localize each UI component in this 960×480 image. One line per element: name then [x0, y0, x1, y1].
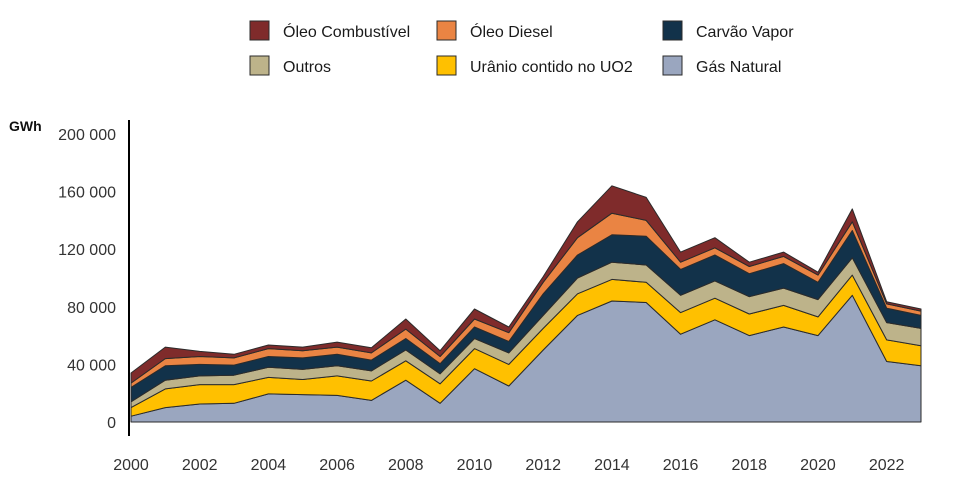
x-tick-label: 2020	[800, 457, 836, 474]
y-tick-label: 80 000	[67, 300, 116, 317]
y-tick-label: 40 000	[67, 357, 116, 374]
legend-swatch	[436, 55, 457, 76]
legend-label: Óleo Combustível	[283, 22, 410, 41]
legend-swatch	[436, 20, 457, 41]
legend-item-oleo-diesel: Óleo Diesel	[436, 20, 553, 41]
x-tick-label: 2008	[388, 457, 424, 474]
y-tick-label: 120 000	[58, 242, 116, 259]
x-tick-label: 2014	[594, 457, 630, 474]
x-axis-ticks: 2000 2002 2004 2006 2008 2010 2012 2014 2016 2018…	[113, 457, 904, 474]
x-tick-label: 2010	[457, 457, 493, 474]
area-series-oleo-combustivel	[130, 185, 922, 384]
x-tick-label: 2016	[663, 457, 699, 474]
legend-label: Urânio contido no UO2	[470, 59, 633, 76]
legend-swatch	[662, 55, 683, 76]
y-tick-label: 0	[107, 415, 116, 432]
area-series-group	[130, 185, 922, 423]
legend-label: Gás Natural	[696, 59, 781, 76]
x-tick-label: 2000	[113, 457, 149, 474]
x-tick-label: 2006	[319, 457, 355, 474]
legend: Óleo Combustível Óleo Diesel Carvão Vapor O…	[249, 20, 794, 76]
y-axis-unit-label: GWh	[9, 118, 42, 134]
legend-label: Outros	[283, 59, 331, 76]
legend-item-outros: Outros	[249, 55, 331, 76]
y-tick-label: 200 000	[58, 127, 116, 144]
legend-swatch	[662, 20, 683, 41]
x-tick-label: 2018	[731, 457, 767, 474]
legend-swatch	[249, 20, 270, 41]
legend-item-oleo-combustivel: Óleo Combustível	[249, 20, 410, 41]
legend-item-gas-natural: Gás Natural	[662, 55, 781, 76]
legend-label: Óleo Diesel	[470, 22, 553, 41]
x-tick-label: 2012	[525, 457, 561, 474]
legend-label: Carvão Vapor	[696, 24, 794, 41]
legend-swatch	[249, 55, 270, 76]
x-tick-label: 2022	[869, 457, 905, 474]
y-axis-ticks: 0 40 000 80 000 120 000 160 000 200 000	[58, 127, 116, 432]
y-tick-label: 160 000	[58, 185, 116, 202]
x-tick-label: 2004	[251, 457, 287, 474]
legend-item-uranio-contido-no-uo2: Urânio contido no UO2	[436, 55, 633, 76]
x-tick-label: 2002	[182, 457, 218, 474]
legend-item-carvao-vapor: Carvão Vapor	[662, 20, 794, 41]
